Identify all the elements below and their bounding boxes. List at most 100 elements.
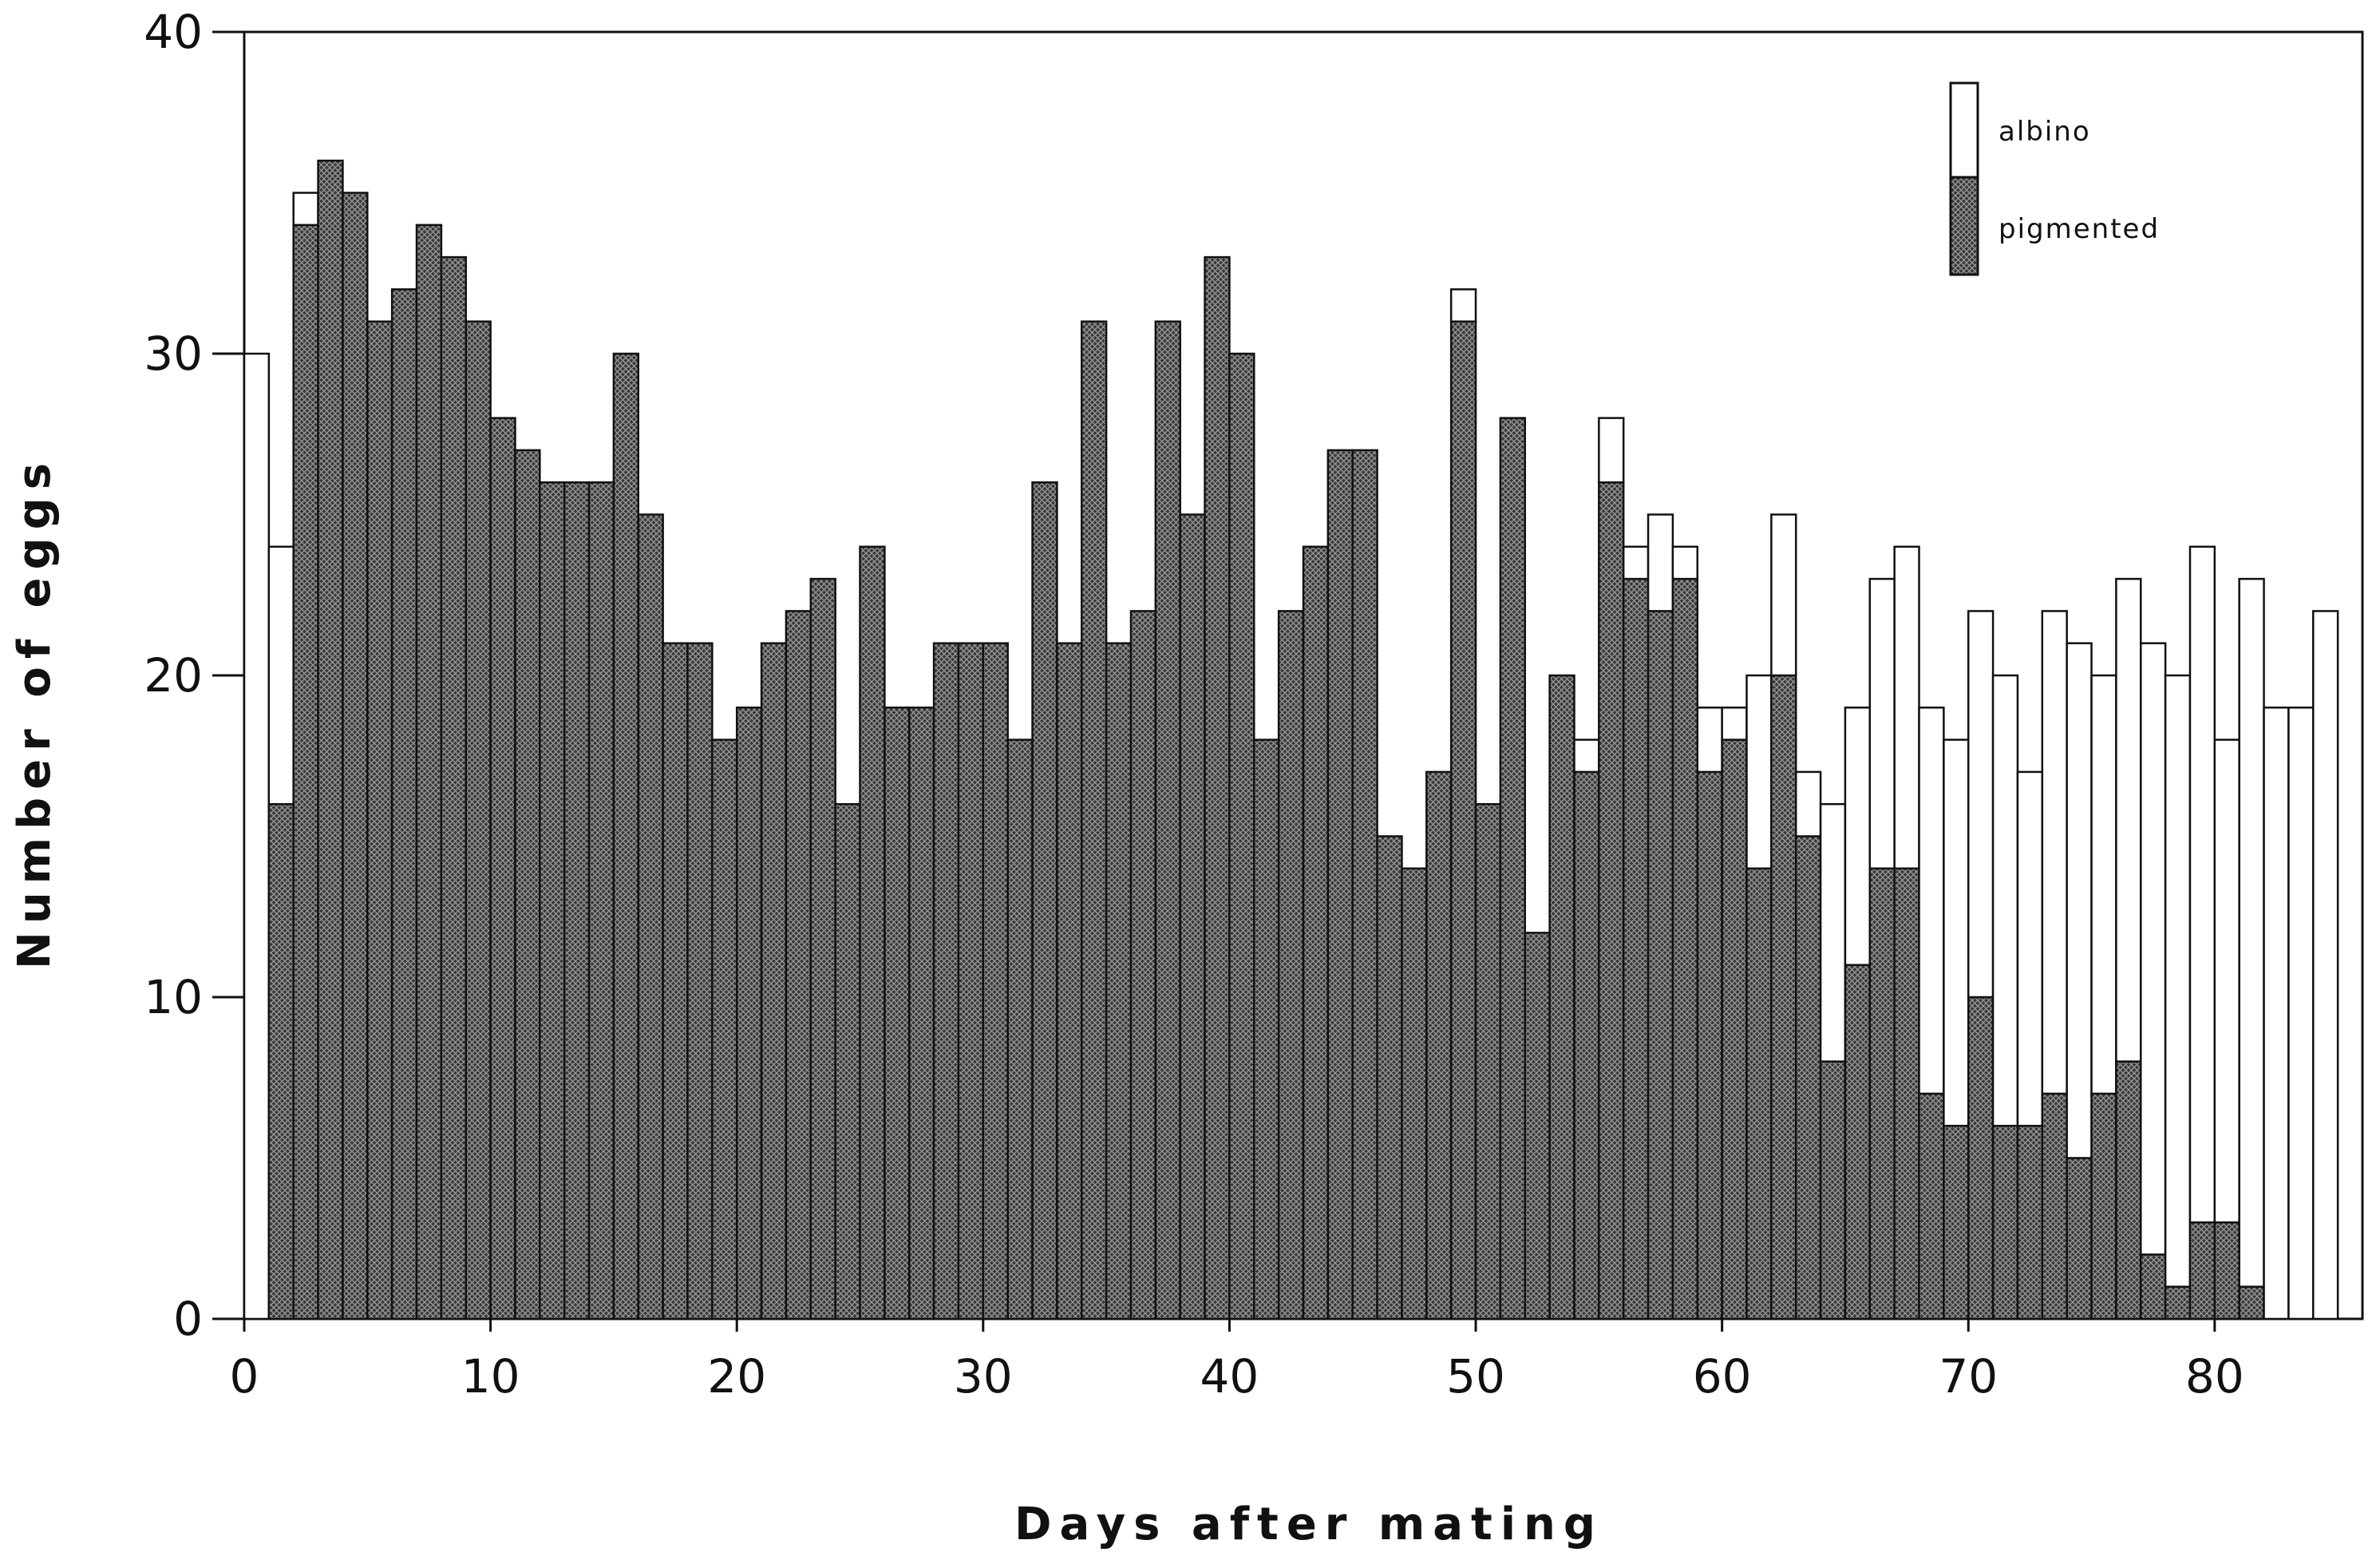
y-tick-label-40: 40 bbox=[144, 5, 203, 59]
bar-pigmented-day-9 bbox=[465, 320, 492, 1320]
bar-pigmented-day-45 bbox=[1351, 449, 1378, 1320]
bar-pigmented-day-28 bbox=[932, 642, 960, 1320]
bar-albino-day-62 bbox=[1770, 513, 1797, 677]
bar-pigmented-day-61 bbox=[1745, 867, 1773, 1320]
bar-pigmented-day-46 bbox=[1376, 835, 1403, 1320]
bar-pigmented-day-54 bbox=[1573, 770, 1600, 1320]
bar-pigmented-day-20 bbox=[735, 707, 763, 1320]
legend: albino pigmented bbox=[1949, 81, 2160, 276]
x-tick-label-20: 20 bbox=[707, 1349, 766, 1404]
bar-pigmented-day-41 bbox=[1253, 738, 1280, 1320]
bar-pigmented-day-34 bbox=[1081, 320, 1108, 1320]
bar-pigmented-day-5 bbox=[366, 320, 393, 1320]
x-axis-ticks: 0 10 20 30 40 50 60 70 80 bbox=[230, 1319, 2244, 1404]
bars-group bbox=[243, 159, 2339, 1320]
bar-albino-day-83 bbox=[2287, 707, 2315, 1320]
bar-pigmented-day-49 bbox=[1449, 320, 1477, 1320]
bar-albino-day-68 bbox=[1918, 707, 1945, 1095]
bar-pigmented-day-70 bbox=[1967, 996, 1995, 1320]
bar-albino-day-77 bbox=[2140, 642, 2167, 1256]
bar-pigmented-day-52 bbox=[1524, 932, 1551, 1320]
bar-pigmented-day-16 bbox=[637, 513, 664, 1320]
bar-pigmented-day-56 bbox=[1622, 577, 1650, 1320]
bar-albino-day-72 bbox=[2016, 770, 2044, 1127]
legend-swatch-albino bbox=[1949, 81, 1979, 179]
bar-pigmented-day-68 bbox=[1918, 1092, 1945, 1320]
bar-pigmented-day-29 bbox=[957, 642, 985, 1320]
bar-pigmented-day-69 bbox=[1943, 1124, 1970, 1320]
bar-albino-day-58 bbox=[1671, 545, 1699, 580]
bar-pigmented-day-1 bbox=[267, 802, 295, 1320]
bar-pigmented-day-59 bbox=[1696, 770, 1723, 1320]
bar-pigmented-day-43 bbox=[1302, 545, 1330, 1320]
bar-pigmented-day-30 bbox=[982, 642, 1009, 1320]
bar-albino-day-78 bbox=[2164, 674, 2192, 1288]
bar-albino-day-61 bbox=[1745, 674, 1773, 870]
x-tick-label-50: 50 bbox=[1446, 1349, 1505, 1404]
bar-pigmented-day-6 bbox=[390, 288, 418, 1320]
bar-pigmented-day-21 bbox=[760, 642, 788, 1320]
bar-pigmented-day-23 bbox=[809, 577, 836, 1320]
bar-albino-day-64 bbox=[1819, 802, 1847, 1063]
bar-pigmented-day-40 bbox=[1228, 352, 1255, 1320]
legend-swatch-pigmented bbox=[1949, 176, 1979, 276]
bar-pigmented-day-38 bbox=[1179, 513, 1206, 1320]
bar-pigmented-day-3 bbox=[317, 159, 344, 1320]
bar-pigmented-day-62 bbox=[1770, 674, 1797, 1320]
bar-pigmented-day-18 bbox=[686, 642, 714, 1320]
bar-pigmented-day-72 bbox=[2016, 1124, 2044, 1320]
bar-albino-day-56 bbox=[1622, 545, 1650, 580]
bar-albino-day-1 bbox=[267, 545, 295, 806]
bar-albino-day-81 bbox=[2238, 577, 2265, 1288]
bar-pigmented-day-74 bbox=[2066, 1157, 2093, 1320]
bar-pigmented-day-17 bbox=[662, 642, 689, 1320]
bar-pigmented-day-81 bbox=[2238, 1285, 2265, 1320]
bar-pigmented-day-42 bbox=[1277, 610, 1305, 1320]
bar-pigmented-day-58 bbox=[1671, 577, 1699, 1320]
bar-pigmented-day-25 bbox=[859, 545, 886, 1320]
bar-albino-day-0 bbox=[243, 352, 271, 1320]
y-tick-label-0: 0 bbox=[173, 1292, 203, 1346]
bar-albino-day-79 bbox=[2188, 545, 2216, 1224]
bar-pigmented-day-14 bbox=[587, 481, 615, 1320]
bar-albino-day-65 bbox=[1844, 707, 1872, 966]
x-tick-label-30: 30 bbox=[954, 1349, 1013, 1404]
x-tick-label-70: 70 bbox=[1939, 1349, 1998, 1404]
bar-pigmented-day-57 bbox=[1647, 610, 1674, 1320]
bar-pigmented-day-71 bbox=[1991, 1124, 2019, 1320]
bar-pigmented-day-50 bbox=[1474, 802, 1502, 1320]
bar-pigmented-day-31 bbox=[1006, 738, 1034, 1320]
bar-albino-day-67 bbox=[1893, 545, 1920, 870]
legend-label-pigmented: pigmented bbox=[1998, 213, 2160, 245]
bar-pigmented-day-19 bbox=[711, 738, 738, 1320]
bar-albino-day-84 bbox=[2312, 610, 2339, 1320]
x-axis-title: Days after mating bbox=[1014, 1499, 1603, 1550]
bar-pigmented-day-60 bbox=[1721, 738, 1748, 1320]
bar-pigmented-day-27 bbox=[907, 707, 935, 1320]
bar-pigmented-day-78 bbox=[2164, 1285, 2192, 1320]
bar-pigmented-day-79 bbox=[2188, 1221, 2216, 1320]
bar-pigmented-day-2 bbox=[292, 224, 319, 1320]
bar-albino-day-73 bbox=[2041, 610, 2068, 1095]
bar-albino-day-76 bbox=[2115, 577, 2142, 1063]
bar-pigmented-day-36 bbox=[1129, 610, 1157, 1320]
y-axis-ticks: 0 10 20 30 40 bbox=[144, 5, 244, 1346]
x-tick-label-80: 80 bbox=[2185, 1349, 2244, 1404]
bar-albino-day-80 bbox=[2213, 738, 2240, 1224]
legend-label-albino: albino bbox=[1998, 116, 2091, 148]
bar-pigmented-day-37 bbox=[1154, 320, 1181, 1320]
bar-albino-day-70 bbox=[1967, 610, 1995, 999]
bar-pigmented-day-48 bbox=[1425, 770, 1453, 1320]
x-tick-label-0: 0 bbox=[230, 1349, 259, 1404]
bar-pigmented-day-22 bbox=[785, 610, 812, 1320]
bar-pigmented-day-7 bbox=[415, 224, 443, 1320]
bar-pigmented-day-32 bbox=[1031, 481, 1058, 1320]
bar-pigmented-day-12 bbox=[539, 481, 566, 1320]
bar-pigmented-day-8 bbox=[440, 255, 467, 1320]
bar-pigmented-day-33 bbox=[1056, 642, 1083, 1320]
bar-pigmented-day-80 bbox=[2213, 1221, 2240, 1320]
y-tick-label-30: 30 bbox=[144, 327, 203, 381]
x-tick-label-10: 10 bbox=[461, 1349, 520, 1404]
y-tick-label-20: 20 bbox=[144, 648, 203, 703]
x-tick-label-60: 60 bbox=[1693, 1349, 1752, 1404]
